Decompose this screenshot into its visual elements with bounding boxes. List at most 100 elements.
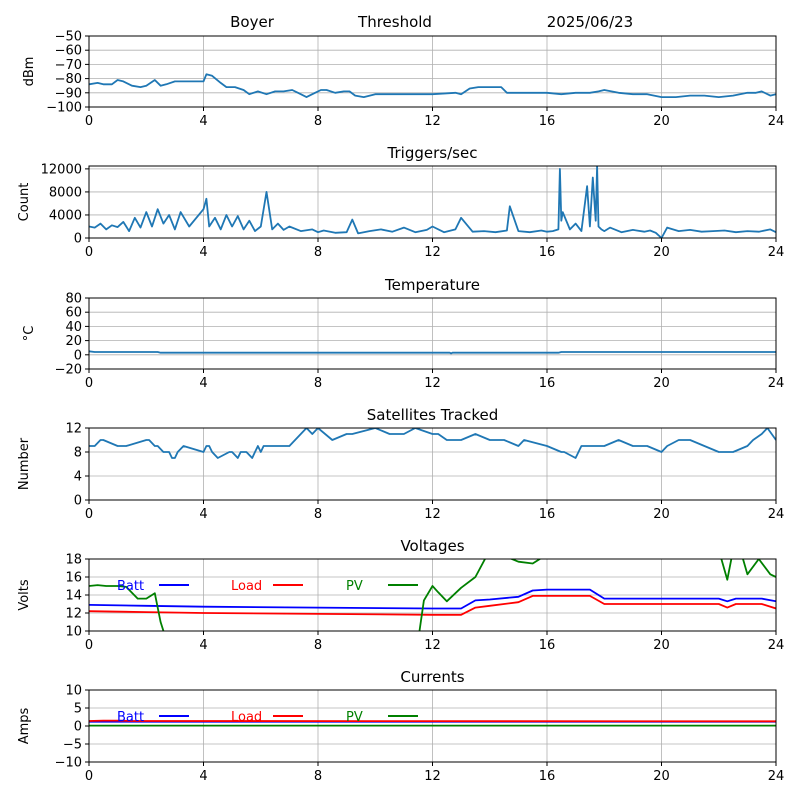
x-tick-label: 4 bbox=[199, 638, 207, 653]
y-tick-label: −50 bbox=[55, 30, 82, 45]
y-tick-label: 12000 bbox=[41, 162, 82, 177]
y-axis-label: Volts bbox=[17, 579, 32, 611]
y-tick-label: 20 bbox=[65, 334, 82, 349]
legend-label-load: Load bbox=[231, 710, 262, 725]
x-tick-label: 24 bbox=[768, 245, 785, 260]
y-tick-label: 8 bbox=[74, 446, 82, 461]
x-tick-label: 4 bbox=[199, 114, 207, 129]
series-line-voltages-load bbox=[89, 595, 776, 616]
x-tick-label: 20 bbox=[653, 638, 670, 653]
x-tick-label: 8 bbox=[314, 507, 322, 522]
y-tick-label: −10 bbox=[55, 756, 82, 771]
x-tick-label: 8 bbox=[314, 376, 322, 391]
y-axis-label: Amps bbox=[17, 707, 32, 744]
y-tick-label: 80 bbox=[65, 292, 82, 307]
panel-currents: 0 4 8 12 16 20 24 −10 −5 0 5 10 Currents Amps Batt Load… bbox=[17, 668, 784, 784]
y-tick-label: −100 bbox=[46, 101, 82, 116]
y-tick-label: 14 bbox=[65, 589, 82, 604]
panel-voltages: 0 4 8 12 16 20 24 10 12 14 16 18 Voltages Volts Batt Lo… bbox=[17, 537, 784, 653]
x-tick-label: 0 bbox=[85, 638, 93, 653]
x-tick-label: 24 bbox=[768, 638, 785, 653]
legend-label-load: Load bbox=[231, 579, 262, 594]
series-line-triggers-0 bbox=[89, 166, 776, 238]
series-line-currents-load bbox=[89, 719, 776, 723]
y-tick-label: −20 bbox=[55, 363, 82, 378]
y-tick-label: 4 bbox=[74, 470, 82, 485]
y-tick-label: 18 bbox=[65, 553, 82, 568]
x-tick-label: 4 bbox=[199, 376, 207, 391]
x-tick-label: 12 bbox=[424, 114, 441, 129]
x-tick-label: 0 bbox=[85, 114, 93, 129]
x-tick-label: 12 bbox=[424, 638, 441, 653]
legend-label-pv: PV bbox=[346, 710, 363, 725]
y-tick-label: −5 bbox=[63, 738, 82, 753]
x-tick-label: 8 bbox=[314, 245, 322, 260]
y-tick-label: 4000 bbox=[49, 208, 82, 223]
x-tick-label: 24 bbox=[768, 507, 785, 522]
y-tick-label: 40 bbox=[65, 320, 82, 335]
header-date: 2025/06/23 bbox=[547, 13, 633, 31]
x-tick-label: 0 bbox=[85, 507, 93, 522]
legend-label-batt: Batt bbox=[117, 579, 144, 594]
y-tick-label: 5 bbox=[74, 702, 82, 717]
series-line-satellites-0 bbox=[89, 428, 776, 459]
x-tick-label: 12 bbox=[424, 376, 441, 391]
x-tick-label: 20 bbox=[653, 507, 670, 522]
series-line-temperature-0 bbox=[89, 350, 776, 355]
x-tick-label: 20 bbox=[653, 114, 670, 129]
y-tick-label: 0 bbox=[74, 348, 82, 363]
header-station: Boyer bbox=[230, 13, 275, 31]
x-tick-label: 24 bbox=[768, 114, 785, 129]
series-line-voltages-batt bbox=[89, 588, 776, 610]
x-tick-label: 16 bbox=[539, 507, 556, 522]
panel-title: Voltages bbox=[400, 537, 464, 555]
x-tick-label: 0 bbox=[85, 769, 93, 784]
x-tick-label: 24 bbox=[768, 769, 785, 784]
panel-triggers: 0 4 8 12 16 20 24 0 4000 8000 12000 Triggers/sec Cou… bbox=[17, 144, 784, 260]
legend-label-batt: Batt bbox=[117, 710, 144, 725]
legend-label-pv: PV bbox=[346, 579, 363, 594]
x-tick-label: 4 bbox=[199, 245, 207, 260]
x-tick-label: 12 bbox=[424, 769, 441, 784]
panel-dbm: 0 4 8 12 16 20 24 −100−90−80−70−60−50 dBm bbox=[22, 30, 784, 130]
y-tick-label: 10 bbox=[65, 625, 82, 640]
panel-title: Triggers/sec bbox=[387, 144, 478, 162]
y-axis-label: dBm bbox=[22, 57, 37, 87]
y-tick-label: −80 bbox=[55, 72, 82, 87]
x-tick-label: 8 bbox=[314, 114, 322, 129]
y-tick-label: 0 bbox=[74, 720, 82, 735]
y-tick-label: 12 bbox=[65, 422, 82, 437]
x-tick-label: 20 bbox=[653, 245, 670, 260]
y-tick-label: 8000 bbox=[49, 185, 82, 200]
x-tick-label: 24 bbox=[768, 376, 785, 391]
y-tick-label: 60 bbox=[65, 306, 82, 321]
x-tick-label: 16 bbox=[539, 376, 556, 391]
y-tick-label: 0 bbox=[74, 494, 82, 509]
panel-title: Satellites Tracked bbox=[367, 406, 498, 424]
x-tick-label: 0 bbox=[85, 376, 93, 391]
y-tick-label: 12 bbox=[65, 607, 82, 622]
y-axis-label: °C bbox=[22, 326, 37, 342]
x-tick-label: 20 bbox=[653, 769, 670, 784]
x-tick-label: 16 bbox=[539, 638, 556, 653]
y-axis-label: Count bbox=[17, 183, 32, 222]
y-tick-label: −90 bbox=[55, 86, 82, 101]
x-tick-label: 20 bbox=[653, 376, 670, 391]
panel-title: Currents bbox=[400, 668, 464, 686]
header-mode: Threshold bbox=[357, 13, 432, 31]
x-tick-label: 8 bbox=[314, 769, 322, 784]
x-tick-label: 16 bbox=[539, 769, 556, 784]
x-tick-label: 16 bbox=[539, 114, 556, 129]
y-tick-label: 16 bbox=[65, 571, 82, 586]
x-tick-label: 12 bbox=[424, 507, 441, 522]
y-tick-label: 0 bbox=[74, 232, 82, 247]
series-line-dbm-0 bbox=[89, 73, 776, 98]
panel-title: Temperature bbox=[384, 276, 480, 294]
y-tick-label: −60 bbox=[55, 44, 82, 59]
x-tick-label: 12 bbox=[424, 245, 441, 260]
x-tick-label: 0 bbox=[85, 245, 93, 260]
y-axis-label: Number bbox=[17, 437, 32, 490]
x-tick-label: 4 bbox=[199, 507, 207, 522]
